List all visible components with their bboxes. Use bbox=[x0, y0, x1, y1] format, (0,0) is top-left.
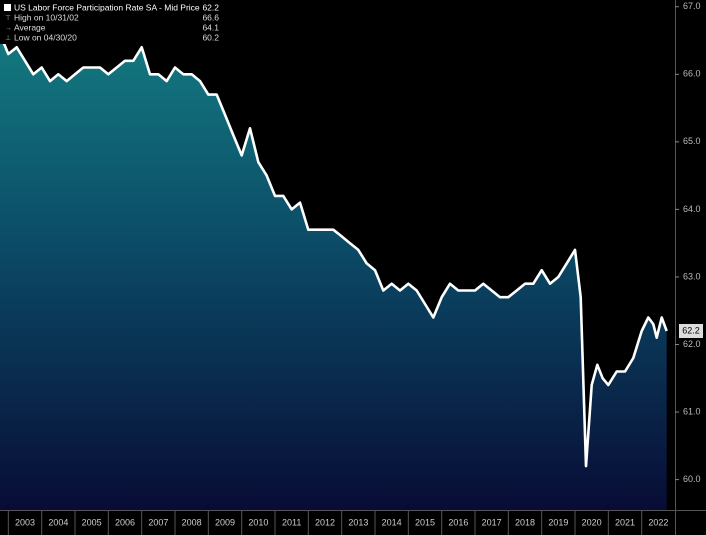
legend-icon: → bbox=[5, 25, 12, 32]
x-tick-label: 2017 bbox=[482, 517, 502, 527]
legend-swatch bbox=[4, 4, 11, 11]
legend-stat: 60.2 bbox=[202, 32, 219, 42]
line bbox=[0, 33, 668, 468]
legend-title: US Labor Force Participation Rate SA - M… bbox=[14, 2, 200, 12]
x-tick-label: 2022 bbox=[648, 517, 668, 527]
legend-label: High on 10/31/02 bbox=[14, 12, 79, 22]
legend-value: 62.2 bbox=[202, 2, 219, 12]
x-tick-label: 2016 bbox=[448, 517, 468, 527]
x-tick-label: 2005 bbox=[82, 517, 102, 527]
x-tick-label: 2020 bbox=[582, 517, 602, 527]
x-tick-label: 2015 bbox=[415, 517, 435, 527]
legend-label: Low on 04/30/20 bbox=[14, 32, 77, 42]
y-tick-label: 61.0 bbox=[683, 406, 701, 416]
x-tick-label: 2006 bbox=[115, 517, 135, 527]
x-tick-label: 2021 bbox=[615, 517, 635, 527]
x-tick-label: 2018 bbox=[515, 517, 535, 527]
x-tick-label: 2010 bbox=[248, 517, 268, 527]
y-tick-label: 66.0 bbox=[683, 69, 701, 79]
legend-icon: ⊤ bbox=[5, 15, 11, 22]
legend-label: Average bbox=[14, 22, 46, 32]
legend-box bbox=[0, 0, 222, 44]
x-tick-label: 2011 bbox=[282, 517, 301, 527]
y-tick-label: 64.0 bbox=[683, 204, 701, 214]
area bbox=[0, 33, 667, 511]
y-tick-label: 63.0 bbox=[683, 271, 701, 281]
x-tick-label: 2012 bbox=[315, 517, 335, 527]
last-value-label: 62.2 bbox=[682, 325, 700, 335]
x-tick-label: 2007 bbox=[148, 517, 168, 527]
x-tick-label: 2008 bbox=[182, 517, 202, 527]
x-tick-label: 2009 bbox=[215, 517, 235, 527]
x-tick-label: 2004 bbox=[48, 517, 68, 527]
x-tick-label: 2019 bbox=[548, 517, 568, 527]
last-value-tag bbox=[679, 323, 703, 338]
x-tick-label: 2014 bbox=[382, 517, 402, 527]
y-tick-label: 62.0 bbox=[683, 339, 701, 349]
x-tick-label: 2013 bbox=[348, 517, 368, 527]
x-tick-label: 2003 bbox=[15, 517, 35, 527]
y-tick-label: 60.0 bbox=[683, 474, 701, 484]
legend-stat: 64.1 bbox=[202, 22, 219, 32]
legend-stat: 66.6 bbox=[202, 12, 219, 22]
legend-icon: ⊥ bbox=[5, 35, 11, 42]
y-tick-label: 65.0 bbox=[683, 136, 701, 146]
y-tick-label: 67.0 bbox=[683, 1, 701, 11]
